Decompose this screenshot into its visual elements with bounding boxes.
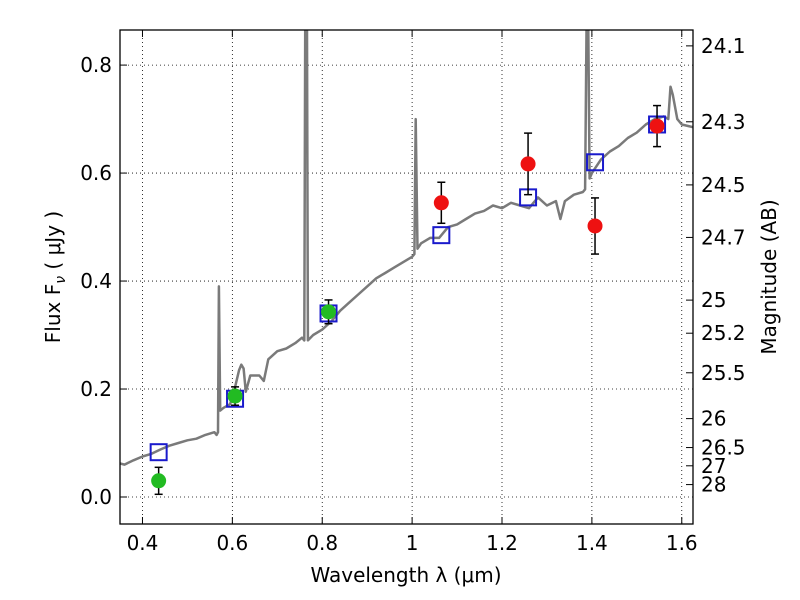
- y2-axis-title: Magnitude (AB): [757, 199, 781, 354]
- x-tick-label: 0.6: [216, 531, 248, 555]
- y-tick-label: 0.8: [80, 53, 112, 77]
- observed-flux-point: [433, 195, 449, 211]
- x-tick-label: 0.4: [127, 531, 159, 555]
- mag-tick-label: 24.5: [701, 173, 746, 197]
- axis-ticks: 0.4 0.6 0.8 1 1.2 1.4 1.6 0.0 0.2 0.4 0.6 0.8 24.1 24…: [80, 30, 746, 555]
- x-tick-label: 1.6: [666, 531, 698, 555]
- model-flux-marker: [149, 443, 168, 462]
- mag-tick-label: 24.7: [701, 225, 746, 249]
- x-tick-label: 0.8: [306, 531, 338, 555]
- mag-tick-label: 24.3: [701, 110, 746, 134]
- observed-flux-point: [321, 304, 337, 320]
- x-tick-label: 1.4: [576, 531, 608, 555]
- mag-tick-label: 25.5: [701, 361, 746, 385]
- y-tick-label: 0.0: [80, 485, 112, 509]
- mag-tick-label: 24.1: [701, 34, 746, 58]
- mag-tick-label: 26: [701, 407, 726, 431]
- x-tick-label: 1: [406, 531, 419, 555]
- plot-area: [120, 30, 693, 496]
- observed-flux-point: [151, 473, 167, 489]
- y-tick-label: 0.6: [80, 161, 112, 185]
- observed-flux-point: [587, 218, 603, 234]
- mag-tick-label: 28: [701, 473, 726, 497]
- observed-flux-point: [520, 156, 536, 172]
- y-tick-label: 0.4: [80, 269, 112, 293]
- plot-frame: [119, 29, 694, 525]
- mag-tick-label: 25: [701, 288, 726, 312]
- grid: [120, 30, 693, 524]
- x-tick-label: 1.2: [486, 531, 518, 555]
- mag-tick-label: 27: [701, 454, 726, 478]
- observed-flux-point: [649, 118, 665, 134]
- model-flux-marker: [432, 226, 451, 245]
- model-flux-marker: [586, 153, 605, 172]
- template-spectrum-line: [120, 30, 693, 466]
- observed-flux-point: [227, 388, 243, 404]
- mag-tick-label: 26.5: [701, 436, 746, 460]
- x-axis-title: Wavelength λ (μm): [310, 563, 501, 587]
- y-axis-title: Flux Fν ( μJy ): [41, 211, 69, 343]
- y-tick-label: 0.2: [80, 377, 112, 401]
- mag-tick-label: 25.2: [701, 321, 746, 345]
